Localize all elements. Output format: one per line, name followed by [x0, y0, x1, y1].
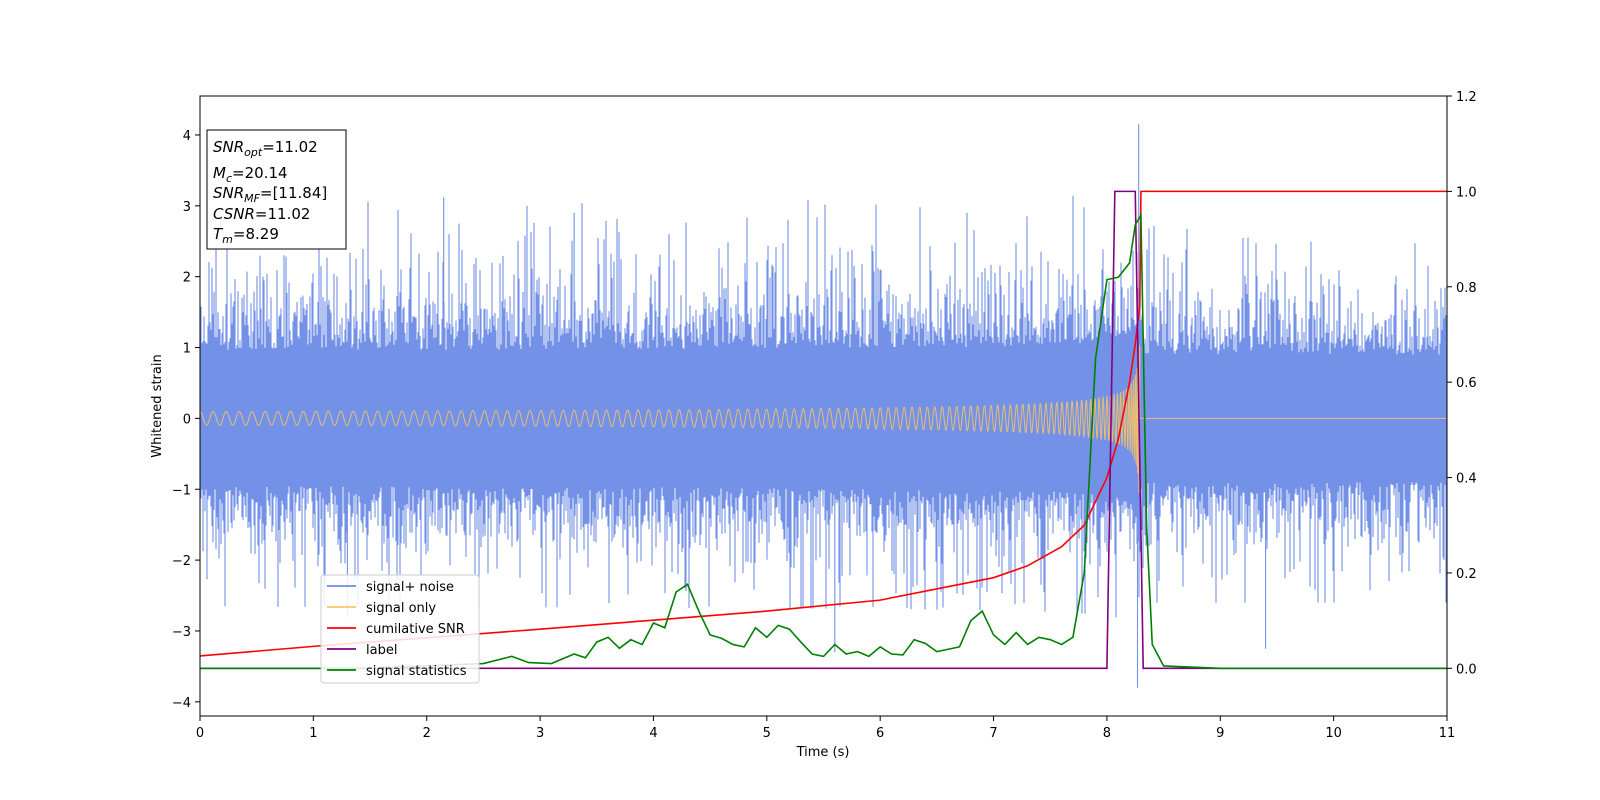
- info-snr-mf: SNRMF=[11.84]: [213, 184, 327, 205]
- y-right-tick-label: 0.8: [1456, 281, 1477, 296]
- info-snr-opt: SNRopt=11.02: [213, 138, 318, 159]
- y-right-tick-label: 0.2: [1456, 567, 1477, 582]
- x-tick-label: 7: [989, 726, 997, 741]
- x-tick-label: 10: [1325, 726, 1342, 741]
- y-right-tick-label: 0.6: [1456, 376, 1477, 391]
- info-csnr: CSNR=11.02: [213, 205, 310, 223]
- y-left-tick-label: −1: [172, 483, 191, 498]
- y-left-tick-label: −2: [172, 554, 191, 569]
- signal-only-trace: [200, 345, 1447, 493]
- y-left-tick-label: 0: [183, 412, 191, 427]
- info-tm: Tm=8.29: [213, 225, 279, 246]
- x-tick-label: 9: [1216, 726, 1224, 741]
- y-left-tick-label: −3: [172, 625, 191, 640]
- y-left-tick-label: −4: [172, 696, 191, 711]
- signal-only-series: [200, 345, 1447, 493]
- plot-frame: [199, 95, 1448, 717]
- y-left-tick-label: 2: [183, 271, 191, 286]
- legend-label-label: label: [366, 643, 397, 658]
- x-tick-label: 11: [1439, 726, 1456, 741]
- x-tick-label: 2: [423, 726, 431, 741]
- x-tick-label: 1: [309, 726, 317, 741]
- legend-label-signal-statistics: signal statistics: [366, 664, 467, 679]
- y-left-tick-label: 3: [183, 200, 191, 215]
- info-mc: Mc=20.14: [213, 164, 288, 185]
- info-box: SNRopt=11.02 Mc=20.14 SNRMF=[11.84] CSNR…: [206, 129, 347, 250]
- y-right-tick-label: 0.4: [1456, 472, 1477, 487]
- y-left-tick-label: 1: [183, 342, 191, 357]
- x-tick-label: 6: [876, 726, 884, 741]
- x-tick-label: 0: [196, 726, 204, 741]
- legend-label-signal-only: signal only: [366, 601, 436, 616]
- legend-label-signal-noise: signal+ noise: [366, 580, 454, 595]
- signal-statistics-line: [200, 212, 1447, 670]
- y-right-tick-label: 0.0: [1456, 662, 1477, 677]
- x-tick-label: 4: [649, 726, 657, 741]
- data-layer: [200, 124, 1447, 688]
- y-left-tick-label: 4: [183, 129, 191, 144]
- x-tick-label: 5: [763, 726, 771, 741]
- x-tick-label: 3: [536, 726, 544, 741]
- legend: signal+ noise signal only cumilative SNR…: [320, 574, 480, 684]
- label-line: [200, 190, 1447, 670]
- cumulative-snr-line: [200, 190, 1447, 657]
- x-tick-label: 8: [1103, 726, 1111, 741]
- y-axis-label: Whitened strain: [150, 354, 165, 457]
- x-axis-label: Time (s): [796, 745, 850, 760]
- axis-ticks: 0 1 2 3 4 5 6 7 8 9 10 1143210−1−2−3−41.21.00.80.60…: [172, 90, 1477, 741]
- y-right-tick-label: 1.2: [1456, 90, 1477, 105]
- legend-label-cumulative-snr: cumilative SNR: [366, 622, 465, 637]
- y-right-tick-label: 1.0: [1456, 185, 1477, 200]
